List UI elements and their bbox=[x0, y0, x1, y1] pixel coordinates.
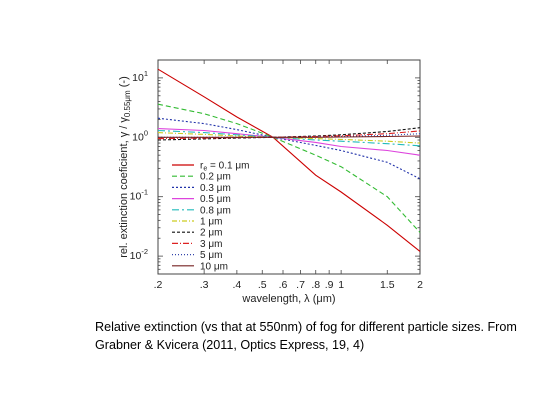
x-tick-labels: .2 .3 .4 .5 .6 .7 .8 .9 1 1.5 2 bbox=[154, 279, 423, 291]
plot-frame bbox=[157, 59, 421, 275]
y-tick-label: 100 bbox=[132, 128, 148, 143]
legend-label: 1 μm bbox=[200, 217, 222, 228]
axis-ticks bbox=[157, 59, 421, 275]
figure-caption: Relative extinction (vs that at 550nm) o… bbox=[95, 318, 535, 354]
series-line bbox=[158, 135, 421, 138]
legend-label: 2 μm bbox=[200, 228, 222, 239]
series-line bbox=[157, 128, 421, 156]
legend: re = 0.1 μm0.2 μm0.3 μm0.5 μm0.8 μm1 μm2… bbox=[172, 161, 249, 272]
y-tick-label: 10-2 bbox=[130, 247, 148, 262]
x-tick-label: .4 bbox=[232, 279, 241, 291]
y-tick-label: 101 bbox=[132, 69, 148, 84]
series-lines bbox=[157, 68, 421, 252]
x-tick-label: .9 bbox=[325, 279, 334, 291]
y-axis-label: rel. extinction coeficient, γ / γ0.55μm … bbox=[118, 76, 132, 258]
y-tick-label: 10-1 bbox=[130, 188, 148, 203]
series-line bbox=[157, 132, 421, 144]
x-tick-label: .5 bbox=[258, 279, 267, 291]
x-tick-label: 1.5 bbox=[380, 279, 395, 291]
legend-label: 10 μm bbox=[200, 261, 228, 272]
series-line bbox=[157, 129, 421, 147]
x-tick-label: .3 bbox=[200, 279, 209, 291]
legend-label: 0.2 μm bbox=[200, 172, 231, 183]
x-tick-label: .2 bbox=[154, 279, 163, 291]
legend-label: 5 μm bbox=[200, 250, 222, 261]
x-axis-label: wavelength, λ (μm) bbox=[241, 293, 335, 305]
y-tick-labels: 10-2 10-1 100 101 bbox=[130, 69, 148, 262]
x-tick-label: .6 bbox=[279, 279, 288, 291]
caption-line-2: Grabner & Kvicera (2011, Optics Express,… bbox=[95, 338, 365, 352]
legend-label: 0.5 μm bbox=[200, 194, 231, 205]
legend-label: 0.3 μm bbox=[200, 183, 231, 194]
series-line bbox=[157, 117, 421, 180]
x-tick-label: .7 bbox=[296, 279, 305, 291]
x-tick-label: .8 bbox=[311, 279, 320, 291]
series-line bbox=[157, 103, 421, 233]
series-line bbox=[157, 68, 421, 252]
legend-label: 0.8 μm bbox=[200, 205, 231, 216]
x-tick-label: 2 bbox=[417, 279, 423, 291]
legend-label: 3 μm bbox=[200, 239, 222, 250]
x-tick-label: 1 bbox=[338, 279, 344, 291]
caption-line-1: Relative extinction (vs that at 550nm) o… bbox=[95, 320, 517, 334]
legend-label: re = 0.1 μm bbox=[200, 161, 249, 173]
